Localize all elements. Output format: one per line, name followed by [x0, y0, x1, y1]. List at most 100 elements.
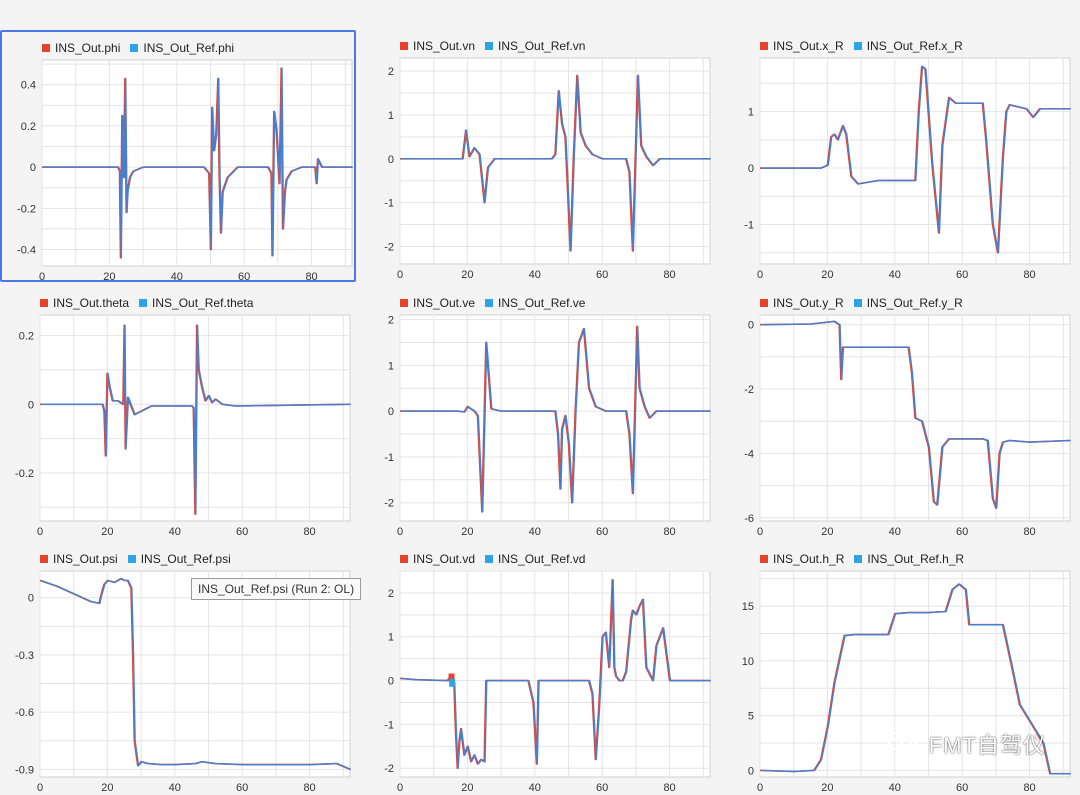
x-tick-label: 0	[397, 526, 403, 538]
chart-theta: 0 20 40 60 80 -0.2 0 0.2	[15, 314, 351, 538]
legend-label: INS_Out_Ref.ve	[498, 296, 586, 310]
legend-entry[interactable]: INS_Out.vd	[400, 552, 475, 566]
legend-entry[interactable]: INS_Out_Ref.x_R	[853, 39, 963, 53]
y-tick-label: -0.9	[15, 764, 34, 776]
y-tick-label: -1	[384, 198, 394, 210]
x-tick-label: 40	[889, 782, 901, 794]
y-tick-label: 0	[388, 154, 394, 166]
y-tick-label: -0.4	[17, 245, 36, 257]
y-tick-label: -2	[384, 241, 394, 253]
chart-ve: 0 20 40 60 80 -2 -1 0 1 2	[384, 314, 711, 538]
x-tick-label: 40	[529, 526, 541, 538]
y-tick-label: -1	[744, 219, 754, 231]
legend-entry[interactable]: INS_Out.x_R	[760, 39, 844, 53]
chart-y_R: 0 20 40 60 80 -6 -4 -2 0	[744, 314, 1071, 538]
legend-theta: INS_Out.theta INS_Out_Ref.theta	[40, 295, 263, 311]
x-tick-label: 20	[821, 526, 833, 538]
plot-panel-x_R[interactable]: INS_Out.x_R INS_Out_Ref.x_R 0 20 40 60 80 -1 0 1	[720, 30, 1076, 282]
legend-swatch	[485, 42, 494, 50]
x-tick-label: 0	[37, 782, 43, 794]
cursor-marker-out	[448, 673, 455, 682]
legend-entry[interactable]: INS_Out_Ref.phi	[130, 41, 234, 55]
y-tick-label: 1	[388, 632, 394, 644]
plot-panel-vd[interactable]: INS_Out.vd INS_Out_Ref.vd 0 20 40 60 80 -2 -1 0 1 2	[360, 543, 716, 795]
x-tick-label: 20	[461, 526, 473, 538]
legend-label: INS_Out_Ref.theta	[152, 296, 254, 310]
legend-entry[interactable]: INS_Out_Ref.psi	[127, 552, 231, 566]
y-tick-label: 0.4	[21, 80, 36, 92]
series-out-x_R	[760, 65, 1070, 254]
plot-panel-vn[interactable]: INS_Out.vn INS_Out_Ref.vn 0 20 40 60 80 -2 -1 0 1 2	[360, 30, 716, 282]
legend-entry[interactable]: INS_Out.phi	[42, 41, 120, 55]
legend-swatch	[400, 42, 408, 50]
legend-entry[interactable]: INS_Out_Ref.y_R	[853, 296, 963, 310]
plot-panel-ve[interactable]: INS_Out.ve INS_Out_Ref.ve 0 20 40 60 80 -2 -1 0 1 2	[360, 287, 716, 539]
y-tick-label: 0.2	[21, 121, 36, 133]
y-tick-label: 1	[748, 107, 754, 119]
legend-swatch	[760, 555, 768, 563]
x-tick-label: 60	[238, 271, 250, 283]
legend-entry[interactable]: INS_Out_Ref.h_R	[854, 552, 964, 566]
legend-swatch	[127, 555, 136, 563]
legend-entry[interactable]: INS_Out.vn	[400, 39, 475, 53]
x-tick-label: 80	[663, 782, 675, 794]
legend-label: INS_Out.vd	[413, 552, 476, 566]
series-ref-h_R	[760, 583, 1071, 775]
x-tick-label: 80	[303, 526, 315, 538]
legend-entry[interactable]: INS_Out.ve	[400, 296, 475, 310]
legend-swatch	[760, 299, 768, 307]
plot-panel-theta[interactable]: INS_Out.theta INS_Out_Ref.theta 0 20 40 60 80 -…	[0, 287, 356, 539]
plot-area	[399, 57, 711, 265]
x-tick-label: 80	[663, 526, 675, 538]
x-tick-label: 20	[461, 269, 473, 281]
x-tick-label: 60	[596, 526, 608, 538]
legend-entry[interactable]: INS_Out_Ref.theta	[139, 296, 253, 310]
plot-area	[39, 570, 351, 778]
legend-entry[interactable]: INS_Out.h_R	[760, 552, 844, 566]
legend-label: INS_Out.x_R	[773, 39, 844, 53]
legend-entry[interactable]: INS_Out.psi	[40, 552, 118, 566]
y-tick-label: 15	[742, 601, 754, 613]
legend-entry[interactable]: INS_Out.y_R	[760, 296, 844, 310]
y-tick-label: 0	[748, 163, 754, 175]
chart-vn: 0 20 40 60 80 -2 -1 0 1 2	[384, 57, 711, 281]
series-ref-y_R	[760, 320, 1071, 509]
y-tick-label: -6	[744, 513, 754, 525]
y-tick-label: -1	[384, 452, 394, 464]
plot-panel-y_R[interactable]: INS_Out.y_R INS_Out_Ref.y_R 0 20 40 60 80 -6 -4 -…	[720, 287, 1076, 539]
x-tick-label: 80	[1023, 269, 1035, 281]
y-tick-label: 0.2	[19, 331, 34, 343]
y-tick-label: 2	[388, 315, 394, 327]
plot-area	[41, 59, 353, 267]
x-tick-label: 40	[171, 271, 183, 283]
legend-label: INS_Out.ve	[413, 296, 476, 310]
legend-phi: INS_Out.phi INS_Out_Ref.phi	[42, 40, 244, 56]
legend-entry[interactable]: INS_Out_Ref.vn	[485, 39, 585, 53]
x-tick-label: 40	[169, 782, 181, 794]
legend-x_R: INS_Out.x_R INS_Out_Ref.x_R	[760, 38, 973, 54]
chart-x_R: 0 20 40 60 80 -1 0 1	[744, 57, 1071, 281]
y-tick-label: 0	[748, 320, 754, 332]
series-out-ve	[400, 325, 710, 513]
legend-entry[interactable]: INS_Out_Ref.ve	[485, 296, 585, 310]
series-ref-x_R	[760, 65, 1071, 254]
legend-label: INS_Out.vn	[413, 39, 476, 53]
y-tick-label: 0	[28, 399, 34, 411]
legend-vn: INS_Out.vn INS_Out_Ref.vn	[400, 38, 595, 54]
legend-entry[interactable]: INS_Out_Ref.vd	[485, 552, 585, 566]
chart-phi: 0 20 40 60 80 -0.4 -0.2 0 0.2 0.4	[17, 59, 353, 283]
y-tick-label: -0.6	[15, 707, 34, 719]
x-tick-label: 40	[889, 269, 901, 281]
legend-label: INS_Out_Ref.phi	[143, 41, 235, 55]
plot-area	[399, 314, 711, 522]
x-tick-label: 0	[39, 271, 45, 283]
y-tick-label: 0	[28, 593, 34, 605]
y-tick-label: -1	[384, 719, 394, 731]
plot-panel-phi[interactable]: INS_Out.phi INS_Out_Ref.phi 0 20 40 60 80 -0.4 -…	[0, 30, 356, 283]
y-tick-label: 0	[388, 406, 394, 418]
legend-label: INS_Out.phi	[55, 41, 121, 55]
legend-entry[interactable]: INS_Out.theta	[40, 296, 129, 310]
series-ref-vd	[400, 579, 711, 769]
y-tick-label: 10	[742, 656, 754, 668]
x-tick-label: 0	[397, 782, 403, 794]
